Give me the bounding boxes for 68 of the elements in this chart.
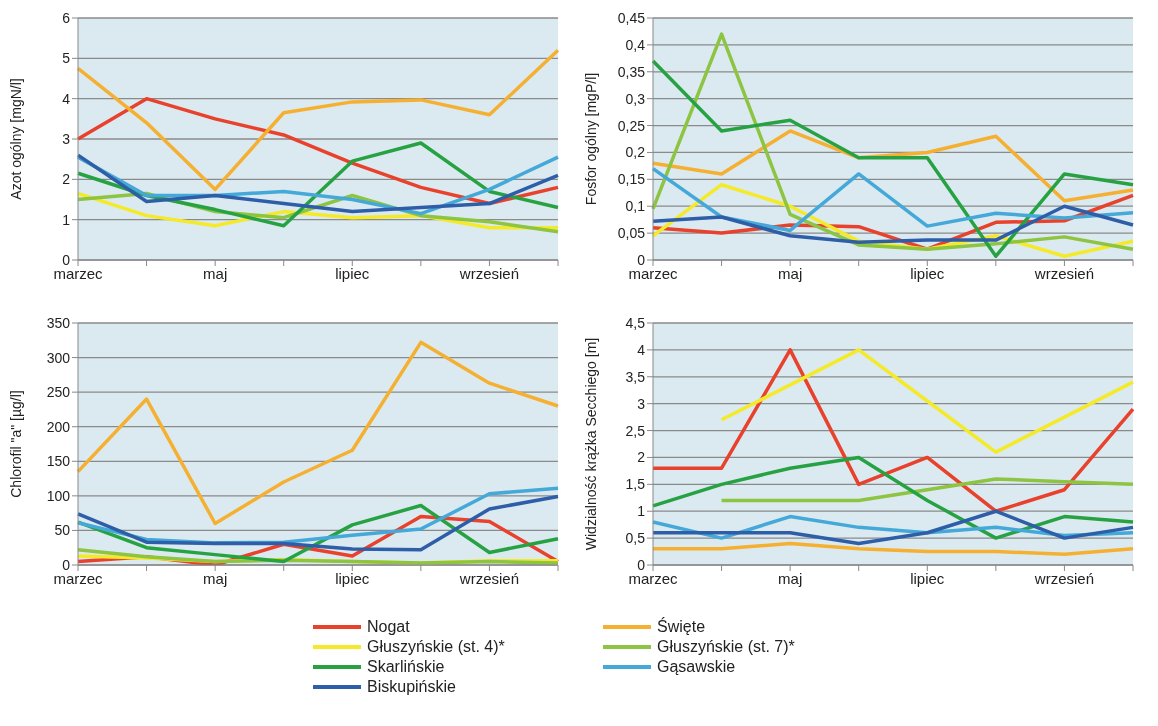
line-series xyxy=(651,204,1135,244)
y-tick-label: 0,4 xyxy=(625,36,646,53)
y-tick-label: 250 xyxy=(46,384,71,401)
y-tick-label: 0,25 xyxy=(617,117,646,134)
y-tick-label: 4,5 xyxy=(625,314,646,331)
y-tick-label: 150 xyxy=(46,453,71,470)
y-tick-label: 0,3 xyxy=(625,90,646,107)
y-tick-label: 2,5 xyxy=(625,422,646,439)
line-series xyxy=(651,32,1135,251)
x-tick-label: maj xyxy=(203,569,228,587)
y-tick-label: 0,45 xyxy=(617,9,646,26)
y-tick-label: 3 xyxy=(62,130,71,147)
y-tick-label: 300 xyxy=(46,349,71,366)
y-tick-label: 3,5 xyxy=(625,368,646,385)
legend-label: Głuszyńskie (st. 4)* xyxy=(367,638,505,656)
line-series xyxy=(76,48,560,192)
line-series xyxy=(719,348,1135,454)
line-series xyxy=(719,477,1135,503)
y-tick-label: 100 xyxy=(46,487,71,504)
line-series xyxy=(651,348,1135,513)
x-tick-label: wrzesień xyxy=(1033,264,1095,282)
x-tick-label: maj xyxy=(778,264,803,282)
y-axis-title: Azot ogólny [mgN/l] xyxy=(7,78,24,200)
line-series xyxy=(76,494,560,552)
y-tick-label: 0,15 xyxy=(617,171,646,188)
line-series xyxy=(76,340,560,526)
y-tick-label: 350 xyxy=(46,314,71,331)
y-tick-label: 4 xyxy=(62,90,71,107)
x-tick-label: lipiec xyxy=(335,569,370,587)
y-tick-label: 1,5 xyxy=(625,476,646,493)
x-tick-label: wrzesień xyxy=(458,264,520,282)
legend-label: Gąsawskie xyxy=(657,658,736,676)
y-tick-label: 1 xyxy=(637,503,646,520)
x-tick-label: lipiec xyxy=(335,264,370,282)
y-tick-label: 0,2 xyxy=(625,144,646,161)
x-tick-label: wrzesień xyxy=(1033,569,1095,587)
y-tick-label: 0,1 xyxy=(625,198,646,215)
line-series xyxy=(651,455,1135,540)
y-tick-label: 0,35 xyxy=(617,63,646,80)
y-tick-label: 2 xyxy=(62,171,71,188)
x-tick-label: wrzesień xyxy=(458,569,520,587)
legend-label: Skarlińskie xyxy=(367,658,445,676)
x-tick-label: maj xyxy=(778,569,803,587)
legend-label: Nogat xyxy=(367,618,410,636)
legend-label: Święte xyxy=(657,618,706,636)
y-tick-label: 4 xyxy=(637,341,646,358)
y-axis-title: Chlorofil "a" [µg/l] xyxy=(7,390,24,498)
y-tick-label: 5 xyxy=(62,50,71,67)
y-tick-label: 0,5 xyxy=(625,530,646,547)
y-tick-label: 2 xyxy=(637,449,646,466)
legend-label: Głuszyńskie (st. 7)* xyxy=(657,638,795,656)
y-tick-label: 6 xyxy=(62,9,71,26)
y-axis-title: Fosfor ogólny [mgP/l] xyxy=(582,72,599,206)
y-axis-title: Widzialność krążka Secchiego [m] xyxy=(582,337,599,551)
y-tick-label: 50 xyxy=(54,522,71,539)
line-series xyxy=(651,166,1135,233)
legend-label: Biskupińskie xyxy=(367,678,456,696)
line-series xyxy=(651,129,1135,203)
line-series xyxy=(651,541,1135,556)
line-series xyxy=(651,509,1135,546)
x-tick-label: lipiec xyxy=(910,569,945,587)
y-tick-label: 3 xyxy=(637,395,646,412)
y-tick-label: 1 xyxy=(62,211,71,228)
y-tick-label: 0,05 xyxy=(617,225,646,242)
x-tick-label: maj xyxy=(203,264,228,282)
line-series xyxy=(76,96,560,206)
x-tick-label: lipiec xyxy=(910,264,945,282)
y-tick-label: 200 xyxy=(46,418,71,435)
